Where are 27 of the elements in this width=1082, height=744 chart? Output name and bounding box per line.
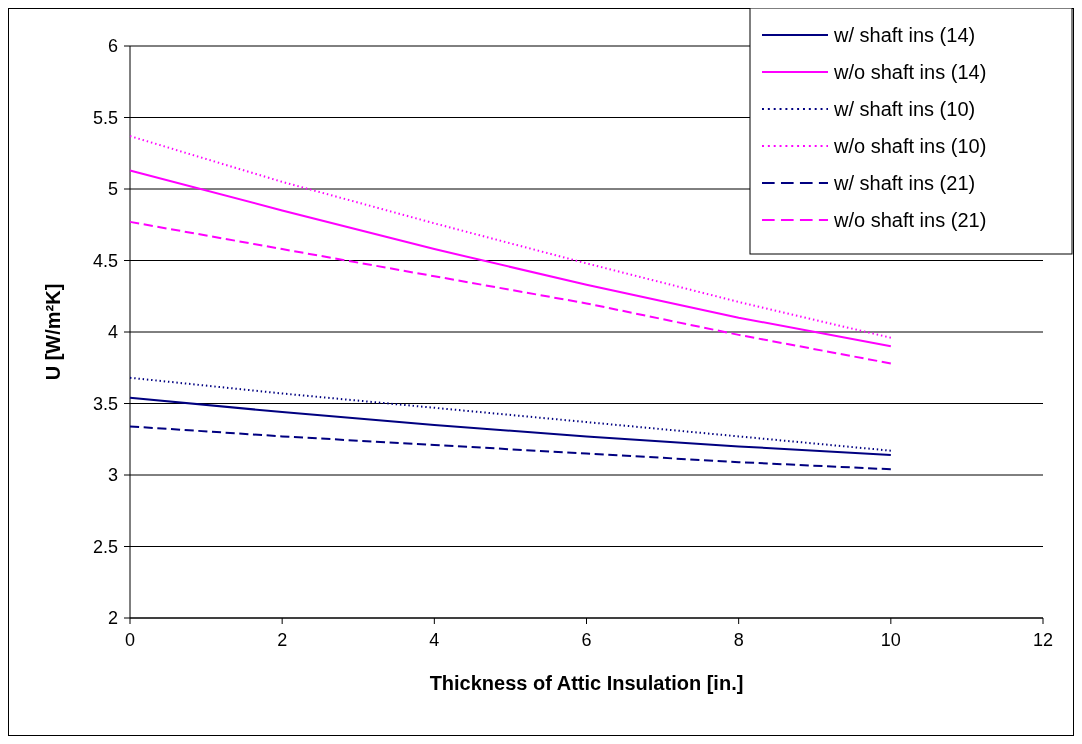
legend-label: w/ shaft ins (14) <box>833 24 976 46</box>
y-axis-title: U [W/m²K] <box>42 283 64 381</box>
x-tick-label: 8 <box>733 630 744 650</box>
y-tick-label: 4 <box>107 322 118 343</box>
legend-label: w/ shaft ins (21) <box>833 172 976 194</box>
line-series <box>129 376 892 452</box>
legend-label: w/o shaft ins (10) <box>833 135 987 157</box>
legend-label: w/o shaft ins (21) <box>833 209 987 231</box>
y-tick-label: 3.5 <box>92 393 118 414</box>
legend-label: w/ shaft ins (10) <box>833 98 976 120</box>
y-tick-label: 4.5 <box>92 250 118 271</box>
x-tick-label: 4 <box>429 630 440 650</box>
y-tick-label: 2 <box>107 608 118 629</box>
line-series <box>129 396 892 456</box>
y-tick-label: 5 <box>107 179 118 200</box>
x-tick-label: 0 <box>124 630 136 650</box>
x-tick-label: 12 <box>1032 630 1054 650</box>
legend-label: w/o shaft ins (14) <box>833 61 987 83</box>
y-tick-label: 5.5 <box>92 107 118 128</box>
x-tick-label: 2 <box>277 630 288 650</box>
x-tick-label: 6 <box>581 630 592 650</box>
y-tick-label: 2.5 <box>92 536 118 557</box>
y-tick-label: 3 <box>107 465 118 486</box>
line-series <box>129 425 892 471</box>
x-tick-label: 10 <box>880 630 901 650</box>
y-tick-label: 6 <box>107 36 118 57</box>
x-axis-title: Thickness of Attic Insulation [in.] <box>429 672 744 694</box>
